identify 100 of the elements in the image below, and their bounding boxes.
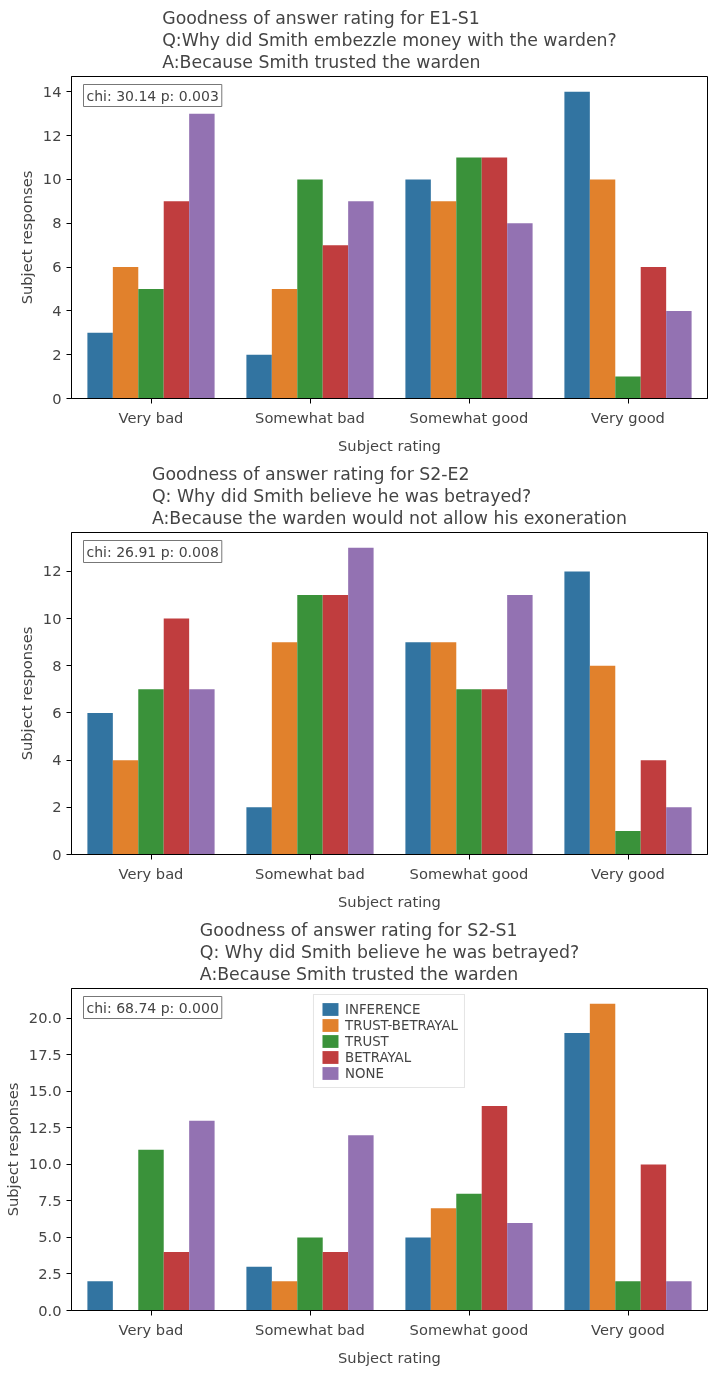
bar bbox=[456, 689, 482, 855]
x-axis-title: Subject rating bbox=[338, 1348, 441, 1366]
y-tick-label: 8 bbox=[52, 214, 62, 232]
y-tick-label: 15.0 bbox=[28, 1082, 62, 1100]
bar bbox=[615, 830, 641, 855]
y-tick-label: 10.0 bbox=[28, 1155, 62, 1173]
bar bbox=[87, 712, 113, 855]
x-axis-title: Subject rating bbox=[338, 436, 441, 454]
bar bbox=[322, 595, 349, 855]
bar bbox=[430, 201, 457, 399]
y-tick-label: 20.0 bbox=[28, 1009, 62, 1027]
bar bbox=[271, 288, 298, 399]
legend-label: TRUST bbox=[344, 1033, 389, 1049]
y-tick-label: 2 bbox=[52, 798, 62, 816]
y-tick-label: 7.5 bbox=[38, 1191, 62, 1209]
y-tick-label: 0 bbox=[52, 389, 62, 407]
y-tick-label: 14 bbox=[42, 82, 62, 100]
bar bbox=[640, 1164, 667, 1311]
bar bbox=[507, 1222, 533, 1311]
bar bbox=[163, 618, 190, 855]
bar bbox=[507, 595, 533, 855]
bar bbox=[189, 113, 215, 399]
x-tick-label: Very bad bbox=[118, 864, 184, 882]
bar bbox=[322, 245, 349, 399]
bar bbox=[405, 179, 431, 399]
y-tick-label: 4 bbox=[52, 301, 62, 319]
bar bbox=[640, 760, 667, 855]
x-tick-label: Very good bbox=[591, 408, 665, 426]
bar bbox=[87, 1281, 113, 1311]
bar bbox=[666, 1281, 692, 1311]
y-axis-title: Subject responses bbox=[17, 626, 35, 761]
bar bbox=[615, 376, 641, 399]
x-tick-label: Somewhat bad bbox=[255, 1320, 365, 1338]
x-tick-label: Very good bbox=[591, 864, 665, 882]
bar bbox=[456, 157, 482, 399]
bar bbox=[163, 1252, 190, 1311]
y-tick-label: 5.0 bbox=[38, 1228, 62, 1246]
bar bbox=[589, 179, 616, 399]
bar bbox=[322, 1252, 349, 1311]
bar bbox=[348, 201, 374, 399]
y-tick-label: 12.5 bbox=[28, 1118, 62, 1136]
bar bbox=[297, 179, 323, 399]
bar bbox=[405, 642, 431, 855]
bar bbox=[189, 1120, 215, 1311]
y-axis-title: Subject responses bbox=[3, 1082, 21, 1217]
annotation: chi: 30.14 p: 0.003 bbox=[86, 87, 219, 104]
bar bbox=[589, 665, 616, 855]
y-tick-label: 6 bbox=[52, 703, 62, 721]
y-tick-label: 8 bbox=[52, 656, 62, 674]
bar bbox=[112, 760, 139, 855]
bar bbox=[348, 1135, 374, 1311]
legend-label: NONE bbox=[344, 1065, 384, 1081]
x-tick-label: Somewhat bad bbox=[255, 408, 365, 426]
bar bbox=[348, 547, 374, 855]
y-tick-label: 2.5 bbox=[38, 1264, 62, 1282]
legend-label: BETRAYAL bbox=[344, 1049, 412, 1065]
x-tick-label: Somewhat good bbox=[409, 408, 529, 426]
x-tick-label: Somewhat bad bbox=[255, 864, 365, 882]
bar bbox=[246, 807, 272, 855]
bar bbox=[589, 1003, 616, 1311]
bar bbox=[666, 807, 692, 855]
bar bbox=[297, 1237, 323, 1311]
bar bbox=[507, 223, 533, 399]
y-tick-label: 17.5 bbox=[28, 1045, 62, 1063]
y-tick-label: 2 bbox=[52, 345, 62, 363]
y-tick-label: 6 bbox=[52, 258, 62, 276]
y-tick-label: 12 bbox=[42, 562, 62, 580]
annotation: chi: 68.74 p: 0.000 bbox=[86, 999, 219, 1016]
x-tick-label: Very bad bbox=[118, 1320, 184, 1338]
bar bbox=[246, 1266, 272, 1311]
bar bbox=[481, 157, 508, 399]
annotation: chi: 26.91 p: 0.008 bbox=[86, 543, 219, 560]
chart-title: Goodness of answer rating for S2-S1 Q: Why did Smith believe he was betrayed? A:Because Smith trusted the warden bbox=[199, 919, 580, 984]
bar bbox=[271, 642, 298, 855]
bar bbox=[271, 1281, 298, 1311]
x-tick-label: Somewhat good bbox=[409, 1320, 529, 1338]
y-tick-label: 0 bbox=[52, 845, 62, 863]
y-tick-label: 4 bbox=[52, 751, 62, 769]
bar bbox=[481, 689, 508, 855]
x-tick-label: Very good bbox=[591, 1320, 665, 1338]
chart-title: Goodness of answer rating for E1-S1 Q:Why did Smith embezzle money with the warden? A:Because Smith trusted the warden bbox=[162, 7, 617, 72]
bar bbox=[430, 1208, 457, 1311]
bar bbox=[615, 1281, 641, 1311]
x-axis-title: Subject rating bbox=[338, 892, 441, 910]
legend-label: TRUST-BETRAYAL bbox=[344, 1017, 459, 1033]
bar bbox=[246, 354, 272, 399]
bar bbox=[163, 201, 190, 399]
x-tick-label: Somewhat good bbox=[409, 864, 529, 882]
bar bbox=[456, 1193, 482, 1311]
y-tick-label: 12 bbox=[42, 126, 62, 144]
x-tick-label: Very bad bbox=[118, 408, 184, 426]
bar bbox=[112, 267, 139, 399]
bar bbox=[430, 642, 457, 855]
bar bbox=[138, 689, 164, 855]
y-tick-label: 10 bbox=[42, 170, 62, 188]
legend-label: INFERENCE bbox=[344, 1001, 421, 1017]
bar bbox=[87, 332, 113, 399]
y-tick-label: 10 bbox=[42, 609, 62, 627]
bar bbox=[564, 1033, 590, 1311]
y-tick-label: 0.0 bbox=[38, 1301, 62, 1319]
